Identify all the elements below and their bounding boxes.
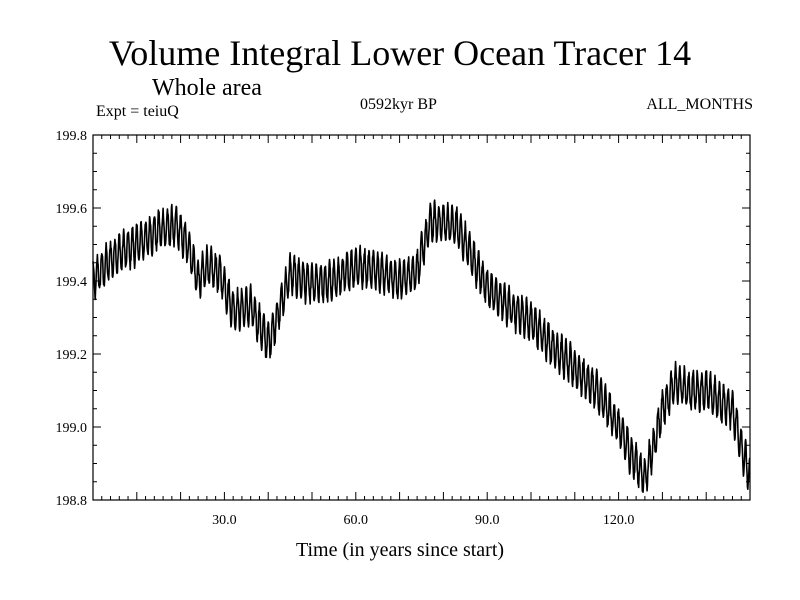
series-line [92,199,751,494]
y-tick-label: 198.8 [56,494,88,509]
chart-title: Volume Integral Lower Ocean Tracer 14 [108,33,692,73]
plot-frame [92,134,751,501]
x-tick-label: 120.0 [603,513,635,528]
period-label: 0592kyr BP [360,96,437,113]
months-label: ALL_MONTHS [646,96,753,113]
x-tick-label: 60.0 [344,513,369,528]
x-tick-label: 30.0 [212,513,237,528]
experiment-label: Expt = teiuQ [96,103,179,120]
y-tick-label: 199.8 [56,129,88,144]
axis-ticks [93,135,750,500]
x-tick-label: 90.0 [475,513,500,528]
y-tick-label: 199.2 [56,348,88,363]
y-tick-label: 199.6 [56,202,88,217]
x-axis-label: Time (in years since start) [295,539,505,561]
chart-subtitle: Whole area [152,75,262,101]
axis-tick-labels: 30.0 60.0 90.0 120.0 198.8 199.0 199.2 199.4 199… [56,129,635,528]
y-tick-label: 199.0 [56,421,88,436]
y-tick-label: 199.4 [56,275,88,290]
